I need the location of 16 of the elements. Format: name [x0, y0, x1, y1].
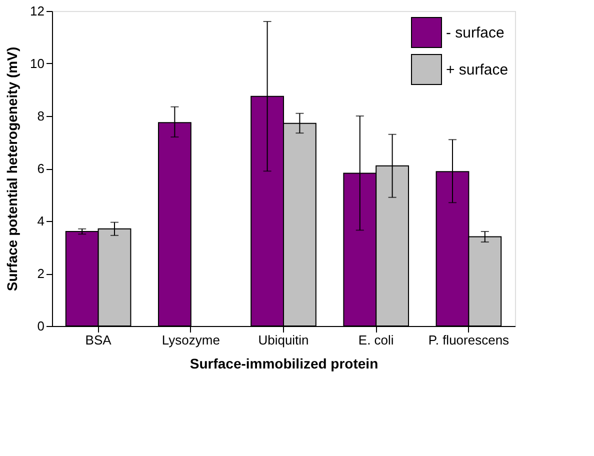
y-tick-label: 4 [37, 214, 44, 228]
x-tick-label: P. fluorescens [428, 332, 510, 348]
x-axis-title: Surface-immobilized protein [190, 356, 378, 372]
y-tick-label: 10 [30, 56, 44, 71]
legend-label: - surface [446, 24, 504, 42]
legend-label: + surface [446, 62, 508, 78]
x-tick-label: E. coli [358, 332, 394, 348]
y-tick-label: 12 [30, 4, 44, 18]
x-tick-label: Lysozyme [162, 332, 220, 348]
y-tick-label: 0 [37, 318, 44, 334]
y-tick-label: 8 [37, 108, 44, 124]
y-tick-label: 6 [37, 161, 44, 176]
x-tick-label: BSA [85, 332, 112, 348]
x-tick-label: Ubiquitin [258, 332, 309, 348]
y-axis-title: Surface potential heterogeneity (mV) [4, 46, 20, 292]
y-tick-label: 2 [37, 266, 44, 281]
